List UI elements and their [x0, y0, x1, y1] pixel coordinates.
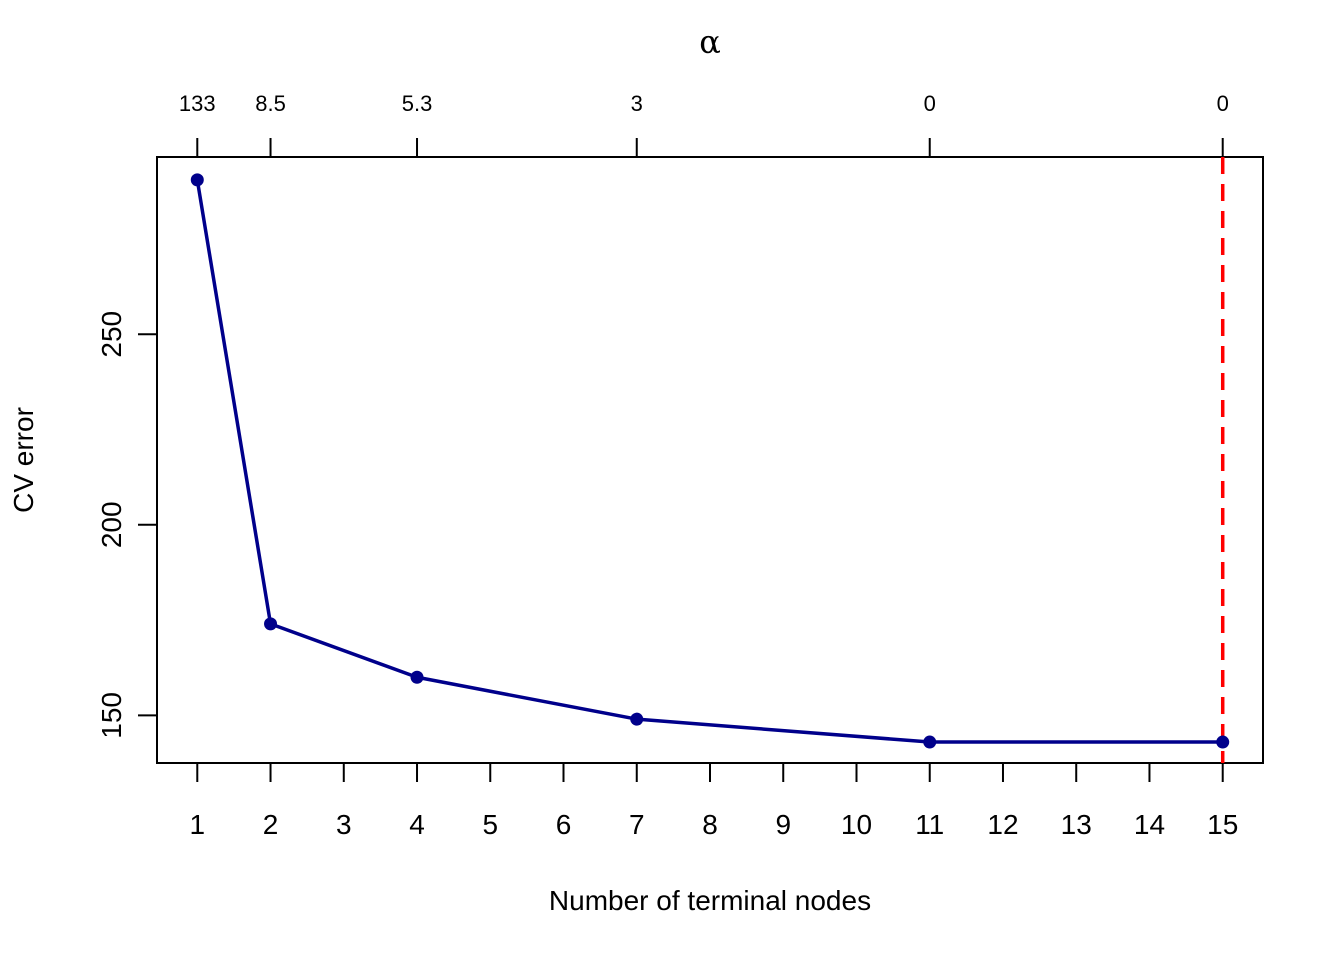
top-tick-label: 8.5 — [255, 91, 286, 116]
x-tick-label: 5 — [482, 809, 498, 840]
x-tick-label: 3 — [336, 809, 352, 840]
top-axis-title: α — [699, 23, 721, 61]
x-tick-label: 7 — [629, 809, 645, 840]
data-point — [190, 173, 204, 187]
bottom-axis: 1 2 3 4 5 6 7 8 9 10 11 12 13 14 15 — [189, 763, 1238, 840]
x-tick-label: 12 — [987, 809, 1018, 840]
y-tick-label: 200 — [96, 501, 127, 548]
x-tick-label: 15 — [1207, 809, 1238, 840]
x-tick-label: 13 — [1061, 809, 1092, 840]
y-axis-title: CV error — [8, 407, 39, 513]
data-point — [264, 617, 278, 631]
x-tick-label: 1 — [189, 809, 205, 840]
plot-frame — [156, 156, 1264, 764]
y-tick-label: 250 — [96, 311, 127, 358]
series-layer — [190, 173, 1230, 749]
x-tick-label: 4 — [409, 809, 425, 840]
top-axis: 133 8.5 5.3 3 0 0 — [179, 91, 1229, 157]
top-tick-label: 3 — [631, 91, 643, 116]
x-tick-label: 9 — [775, 809, 791, 840]
left-axis: 150 200 250 — [96, 311, 157, 739]
x-tick-label: 2 — [263, 809, 279, 840]
x-tick-label: 6 — [556, 809, 572, 840]
x-tick-label: 11 — [915, 809, 944, 840]
top-tick-label: 5.3 — [402, 91, 433, 116]
top-tick-label: 0 — [1217, 91, 1229, 116]
data-point — [923, 735, 937, 749]
x-tick-label: 10 — [841, 809, 872, 840]
y-tick-label: 150 — [96, 692, 127, 739]
top-tick-label: 133 — [179, 91, 216, 116]
cv-error-line — [195, 179, 1223, 744]
x-tick-label: 8 — [702, 809, 718, 840]
x-tick-label: 14 — [1134, 809, 1165, 840]
data-point — [410, 670, 424, 684]
top-tick-label: 0 — [924, 91, 936, 116]
data-point — [630, 712, 644, 726]
data-point — [1216, 735, 1230, 749]
x-axis-title: Number of terminal nodes — [549, 885, 871, 916]
